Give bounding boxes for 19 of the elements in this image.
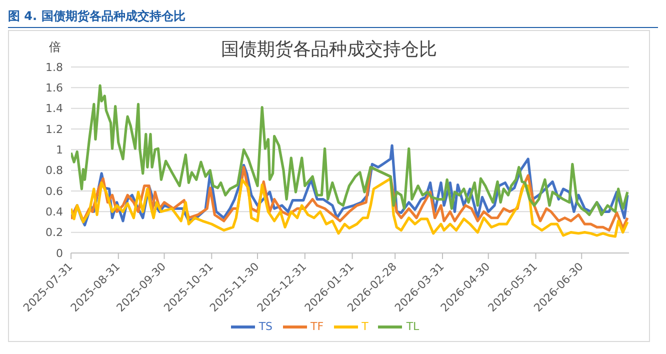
y-tick-label: 1.4: [46, 102, 63, 116]
legend-label: TF: [310, 320, 324, 334]
line-series: [71, 177, 629, 238]
y-axis-title: 倍: [49, 39, 61, 56]
y-tick-label: 1: [56, 144, 63, 157]
legend-label: TS: [258, 320, 273, 334]
legend-label: TL: [406, 320, 420, 334]
legend-label: T: [362, 320, 368, 334]
y-tick-label: 1.8: [46, 60, 63, 74]
caption: 图 4. 国债期货各品种成交持仓比: [8, 8, 658, 28]
y-tick-label: 0.4: [46, 206, 63, 219]
y-tick-label: 0.6: [46, 184, 63, 198]
y-tick-label: 0: [56, 246, 63, 260]
chart-title: 国债期货各品种成交持仓比: [221, 39, 437, 60]
y-tick-label: 0.8: [46, 164, 63, 178]
y-tick-label: 0.2: [46, 226, 63, 240]
y-tick-label: 1.6: [46, 82, 63, 95]
line-series: [71, 84, 629, 216]
y-tick-label: 1.2: [46, 122, 63, 136]
